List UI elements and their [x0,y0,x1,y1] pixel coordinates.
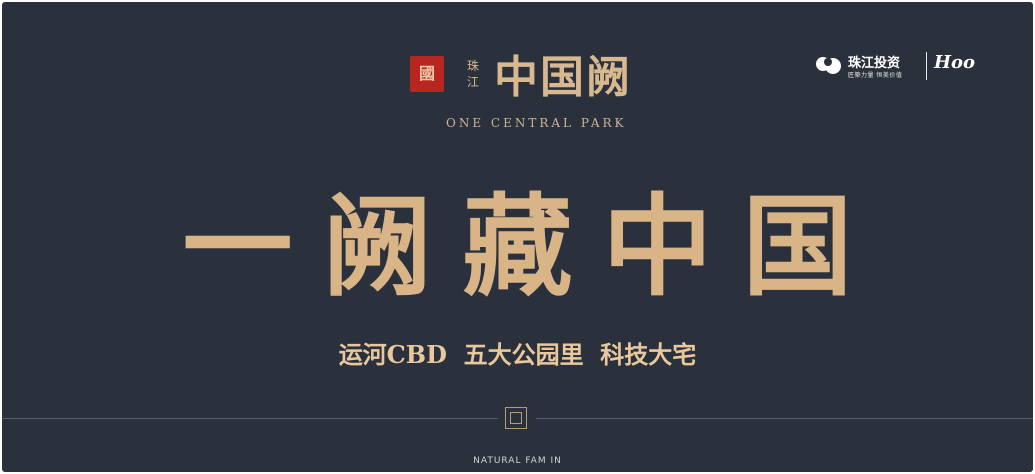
logo-divider [926,52,927,80]
project-name: 中国阙 [494,52,632,103]
tagline: 运河CBD 五大公园里 科技大宅 [338,340,697,369]
developer-name: 珠江投资 [848,56,901,71]
partner-logo: Hoo [934,52,976,73]
divider-right [536,418,1033,419]
developer-slogan: 匠築力量 恒美价值 [848,72,903,79]
footer-text: NATURAL FAM IN [473,456,562,466]
divider-left [2,418,498,419]
headline: 一阙藏中国 [182,182,883,311]
project-english-name: ONE CENTRAL PARK [446,116,627,130]
place-char-1: 珠 [466,59,479,73]
seal-character: 國 [418,64,435,83]
place-char-2: 江 [466,75,479,89]
emblem-inner [510,412,522,424]
red-seal-icon: 國 [410,56,444,92]
wave-logo-icon [816,57,841,74]
emblem-icon [505,407,527,429]
project-logo: 國 珠 江 中国阙 ONE CENTRAL PARK [410,50,650,136]
place-name: 珠 江 [466,58,480,90]
developer-logo: 珠江投资 匠築力量 恒美价值 Hoo [814,50,994,86]
